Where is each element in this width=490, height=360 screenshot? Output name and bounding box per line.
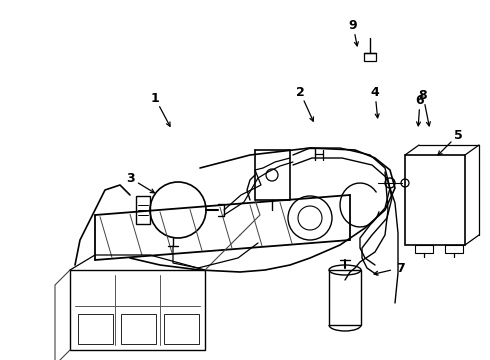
Text: 1: 1 [150,91,159,104]
Text: 5: 5 [454,129,463,141]
Text: 9: 9 [349,18,357,32]
Text: 2: 2 [295,86,304,99]
Bar [415,245,433,253]
Bar [78,314,113,345]
Text: 6: 6 [416,94,424,107]
Bar [164,314,199,345]
Text: 8: 8 [418,89,427,102]
Text: 3: 3 [126,171,134,185]
Bar [405,155,465,245]
Text: 7: 7 [395,261,404,274]
Text: 4: 4 [370,86,379,99]
Bar [445,245,463,253]
Bar [136,196,150,224]
Bar [329,270,361,325]
Bar [121,314,156,345]
Bar [70,270,205,350]
Bar [364,53,376,61]
